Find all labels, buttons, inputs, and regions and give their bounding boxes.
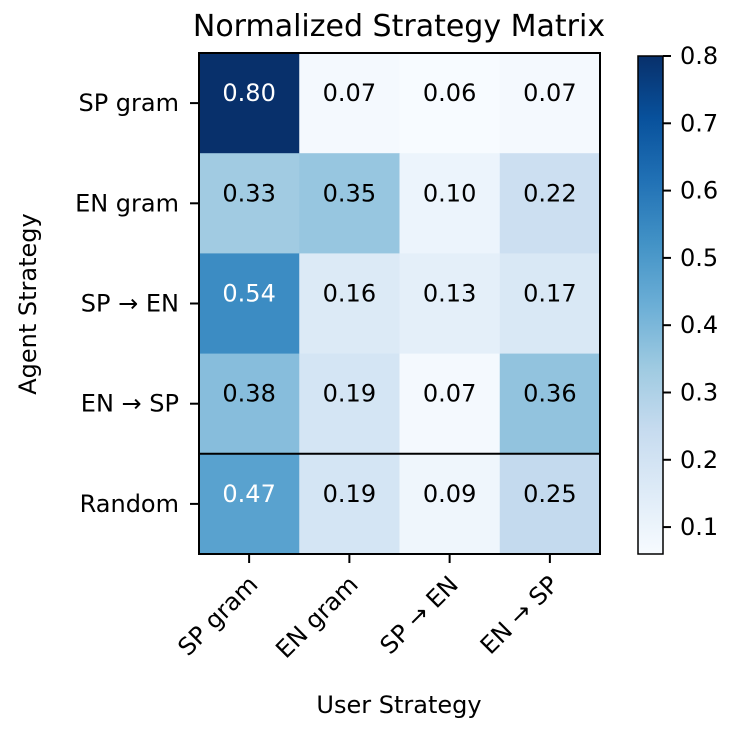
y-axis-label: Agent Strategy xyxy=(14,213,42,395)
heatmap-cell xyxy=(499,153,601,254)
x-tick-label: SP gram xyxy=(172,570,263,661)
cell-value-label: 0.47 xyxy=(222,480,275,508)
cell-value-label: 0.13 xyxy=(423,280,476,308)
x-tick-label: SP → EN xyxy=(375,570,464,659)
heatmap-cell xyxy=(299,353,401,455)
cell-value-label: 0.19 xyxy=(323,380,376,408)
heatmap-cell xyxy=(399,53,501,154)
cell-value-label: 0.06 xyxy=(423,79,476,107)
y-tick-label: SP gram xyxy=(78,89,179,117)
heatmap-cell xyxy=(499,253,601,355)
heatmap-cell xyxy=(399,453,501,555)
heatmap-cell xyxy=(399,253,501,355)
cell-value-label: 0.36 xyxy=(523,380,576,408)
y-tick-label: Random xyxy=(80,490,179,518)
heatmap-cell xyxy=(299,53,401,154)
cell-value-label: 0.35 xyxy=(323,179,376,207)
colorbar-tick-label: 0.3 xyxy=(680,378,718,406)
cell-value-label: 0.17 xyxy=(523,280,576,308)
y-axis-ticks: SP gram EN gram SP → EN EN → SP Random xyxy=(75,89,199,518)
heatmap-cell xyxy=(399,353,501,455)
colorbar-tick-label: 0.2 xyxy=(680,446,718,474)
colorbar-tick-label: 0.5 xyxy=(680,244,718,272)
colorbar-tick-label: 0.8 xyxy=(680,42,718,70)
cell-value-label: 0.33 xyxy=(222,179,275,207)
heatmap-cell xyxy=(299,253,401,355)
colorbar-tick-label: 0.4 xyxy=(680,311,718,339)
heatmap-cell xyxy=(499,453,601,555)
y-tick-label: SP → EN xyxy=(81,290,179,318)
cell-value-label: 0.07 xyxy=(523,79,576,107)
cell-value-label: 0.10 xyxy=(423,179,476,207)
cell-value-label: 0.38 xyxy=(222,380,275,408)
colorbar-tick-label: 0.7 xyxy=(680,109,718,137)
x-axis-label: User Strategy xyxy=(316,691,481,719)
heatmap-cell xyxy=(199,453,300,555)
heatmap-cell xyxy=(399,153,501,254)
colorbar xyxy=(637,55,664,555)
x-tick-label: EN → SP xyxy=(475,570,564,659)
x-axis-ticks: SP gram EN gram SP → EN EN → SP xyxy=(172,554,564,664)
cell-value-label: 0.07 xyxy=(423,380,476,408)
cell-value-label: 0.16 xyxy=(323,280,376,308)
colorbar-tick-label: 0.6 xyxy=(680,177,718,205)
heatmap-cell xyxy=(199,53,300,154)
colorbar-ticks: 0.1 0.2 0.3 0.4 0.5 0.6 0.7 0.8 xyxy=(663,42,718,541)
y-tick-label: EN → SP xyxy=(81,390,179,418)
cell-value-label: 0.25 xyxy=(523,480,576,508)
cell-value-label: 0.54 xyxy=(222,280,275,308)
heatmap-cell xyxy=(499,53,601,154)
x-tick-label: EN gram xyxy=(270,570,363,663)
heatmap-cell xyxy=(199,353,300,455)
heatmap-cell xyxy=(299,153,401,254)
heatmap-cell xyxy=(199,153,300,254)
colorbar-tick-label: 0.1 xyxy=(680,513,718,541)
cell-value-label: 0.07 xyxy=(323,79,376,107)
heatmap-cells xyxy=(199,53,601,555)
heatmap-cell xyxy=(499,353,601,455)
chart-title: Normalized Strategy Matrix xyxy=(193,9,605,44)
cell-value-label: 0.80 xyxy=(222,79,275,107)
cell-value-label: 0.22 xyxy=(523,179,576,207)
heatmap-cell xyxy=(299,453,401,555)
cell-value-label: 0.19 xyxy=(323,480,376,508)
heatmap-cell xyxy=(199,253,300,355)
heatmap-cell-labels: 0.80 0.07 0.06 0.07 0.33 0.35 0.10 0.22 0.54 0.16… xyxy=(222,79,576,508)
cell-value-label: 0.09 xyxy=(423,480,476,508)
y-tick-label: EN gram xyxy=(75,189,179,217)
